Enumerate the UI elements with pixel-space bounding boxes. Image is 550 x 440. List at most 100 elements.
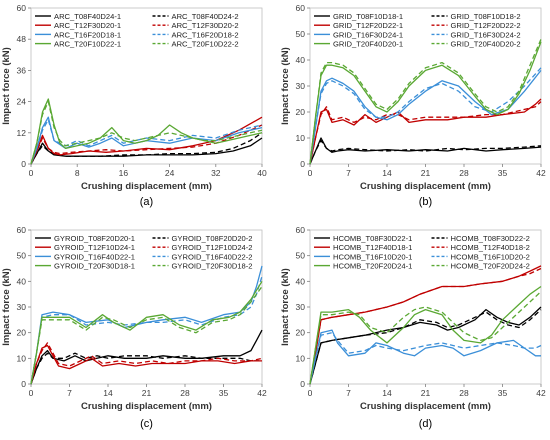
series-line-7: [309, 285, 542, 385]
chart-panel-3: 0 10 20 30 40 50 60 0 7 14 21 28 35 42 Crushing displa…: [1, 225, 267, 430]
legend-entry: GRID_T12F20D22-1: [333, 21, 403, 30]
legend-entry: GYROID_T16F40D22-1: [54, 252, 135, 261]
x-axis-title: Crushing displacement (mm): [360, 181, 491, 192]
x-tick-label: 7: [67, 388, 72, 398]
series-line-2: [309, 139, 542, 165]
y-tick-label: 36: [17, 65, 27, 75]
legend-entry: ARC_T16F20D18-1: [54, 30, 121, 39]
legend-entry: ARC_T08F40D24-2: [172, 12, 239, 21]
legend-entry: GYROID_T20F30D18-2: [172, 262, 253, 271]
series-line-1: [30, 137, 263, 165]
y-tick-label: 30: [296, 302, 306, 312]
x-tick-label: 42: [257, 388, 267, 398]
series-line-5: [309, 329, 541, 385]
series-line-5: [30, 116, 263, 165]
x-tick-label: 16: [119, 168, 129, 178]
panel-label: (b): [419, 196, 432, 208]
y-tick-label: 24: [17, 97, 27, 107]
series-line-1: [309, 306, 542, 385]
x-tick-label: 42: [536, 168, 546, 178]
y-tick-label: 50: [296, 251, 306, 261]
y-tick-label: 0: [300, 159, 305, 169]
series-line-7: [309, 41, 542, 165]
y-tick-label: 12: [17, 128, 27, 138]
legend-entry: ARC_T20F10D22-2: [172, 40, 239, 49]
y-tick-label: 30: [17, 302, 27, 312]
x-tick-label: 0: [308, 168, 313, 178]
x-tick-label: 40: [257, 168, 267, 178]
panel-label: (d): [419, 418, 432, 430]
y-axis-title: Impact force (kN): [280, 268, 291, 346]
legend-entry: GRID_T20F40D20-1: [333, 40, 403, 49]
x-axis-title: Crushing displacement (mm): [81, 401, 212, 412]
y-tick-label: 20: [17, 328, 27, 338]
series-line-4: [30, 124, 263, 165]
series-line-8: [309, 291, 542, 385]
chart-panel-1: 0 12 24 36 48 60 0 8 16 24 32 40 Crushing displaceme…: [1, 3, 267, 208]
legend-entry: ARC_T16F20D18-2: [172, 30, 239, 39]
y-tick-label: 40: [17, 276, 27, 286]
legend-entry: GYROID_T12F10D24-1: [54, 243, 135, 252]
series-line-8: [309, 38, 542, 165]
series-line-6: [309, 67, 542, 165]
legend-entry: GRID_T20F40D20-2: [451, 40, 521, 49]
series-line-8: [30, 286, 263, 385]
series-line-5: [309, 69, 542, 165]
y-tick-label: 0: [21, 379, 26, 389]
legend-entry: GRID_T16F30D24-2: [451, 30, 521, 39]
x-tick-label: 21: [421, 168, 431, 178]
legend-entry: ARC_T12F30D20-1: [54, 21, 121, 30]
series-line-2: [309, 309, 542, 385]
legend-entry: HCOMB_T16F10D20-2: [451, 252, 530, 261]
y-tick-label: 40: [296, 55, 306, 65]
x-tick-label: 14: [382, 168, 392, 178]
series-line-6: [30, 119, 263, 165]
legend-entry: HCOMB_T20F20D24-1: [333, 262, 412, 271]
y-tick-label: 10: [296, 133, 306, 143]
chart-panel-2: 0 10 20 30 40 50 60 0 7 14 21 28 35 42 Crushing displa…: [280, 3, 546, 208]
series-line-4: [30, 342, 263, 385]
series-line-6: [309, 332, 542, 385]
series-line-3: [309, 265, 542, 385]
series-line-2: [30, 352, 262, 385]
series-line-6: [30, 276, 263, 385]
legend-entry: HCOMB_T16F10D20-1: [333, 252, 412, 261]
panel-label: (c): [140, 418, 153, 430]
panel-label: (a): [140, 196, 153, 208]
chart-panel-4: 0 10 20 30 40 50 60 0 7 14 21 28 35 42 Crushing displa…: [280, 225, 546, 430]
legend-entry: ARC_T12F30D20-2: [172, 21, 239, 30]
series-line-4: [309, 101, 542, 165]
legend-entry: HCOMB_T12F40D18-1: [333, 243, 412, 252]
legend-entry: GRID_T12F20D22-2: [451, 21, 521, 30]
y-tick-label: 0: [300, 379, 305, 389]
series-line-3: [30, 344, 262, 385]
x-tick-label: 28: [459, 168, 469, 178]
y-tick-label: 30: [296, 81, 306, 91]
y-tick-label: 20: [296, 328, 306, 338]
x-tick-label: 32: [211, 168, 221, 178]
x-tick-label: 0: [29, 168, 34, 178]
legend-entry: HCOMB_T12F40D18-2: [451, 243, 530, 252]
x-tick-label: 35: [219, 388, 229, 398]
x-tick-label: 14: [103, 388, 113, 398]
y-tick-label: 50: [296, 29, 306, 39]
legend-entry: ARC_T20F10D22-1: [54, 40, 121, 49]
x-tick-label: 21: [142, 388, 152, 398]
x-tick-label: 0: [308, 388, 313, 398]
y-axis-title: Impact force (kN): [280, 47, 291, 125]
legend-entry: GRID_T08F10D18-2: [451, 12, 521, 21]
y-tick-label: 60: [296, 3, 306, 13]
y-tick-label: 20: [296, 107, 306, 117]
y-tick-label: 40: [296, 276, 306, 286]
series-line-4: [309, 267, 542, 385]
series-line-8: [30, 100, 263, 165]
x-tick-label: 0: [29, 388, 34, 398]
y-tick-label: 50: [17, 251, 27, 261]
legend-entry: HCOMB_T20F20D24-2: [451, 262, 530, 271]
y-tick-label: 60: [17, 3, 27, 13]
x-tick-label: 21: [421, 388, 431, 398]
legend-entry: GYROID_T16F40D22-2: [172, 252, 253, 261]
x-tick-label: 8: [75, 168, 80, 178]
y-tick-label: 10: [17, 353, 27, 363]
